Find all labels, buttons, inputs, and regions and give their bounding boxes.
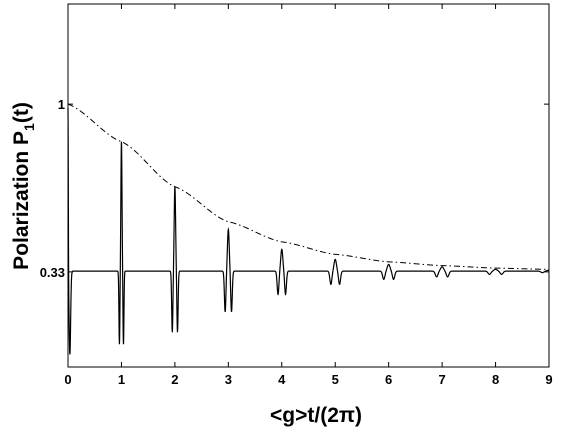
plot-frame: [67, 3, 550, 368]
y-axis-label: Polarization P1(t): [10, 102, 37, 270]
x-tick-label: 4: [278, 372, 286, 387]
x-tick-label: 1: [118, 372, 125, 387]
x-tick-label: 7: [438, 372, 445, 387]
y-axis-label-main: Polarization P: [10, 131, 33, 270]
y-axis-ticks: 0.33 1: [40, 97, 549, 280]
y-axis-label-suffix: (t): [10, 102, 33, 123]
x-axis-ticks: 0 1 2 3 4 5 6 7 8 9: [64, 4, 553, 387]
x-tick-label: 3: [225, 372, 232, 387]
polarization-solid-line: [67, 108, 549, 355]
y-tick-label: 1: [58, 97, 65, 112]
y-axis-label-subscript: 1: [21, 123, 37, 131]
x-tick-label: 5: [332, 372, 339, 387]
x-tick-label: 0: [64, 372, 71, 387]
y-tick-label: 0.33: [40, 265, 65, 280]
x-tick-label: 2: [171, 372, 178, 387]
envelope-dashdot-line: [67, 103, 550, 270]
x-tick-label: 8: [492, 372, 499, 387]
plot-content: [67, 103, 550, 355]
x-tick-label: 6: [385, 372, 392, 387]
x-tick-label: 9: [545, 372, 552, 387]
x-axis-label: <g>t/(2π): [270, 404, 362, 427]
